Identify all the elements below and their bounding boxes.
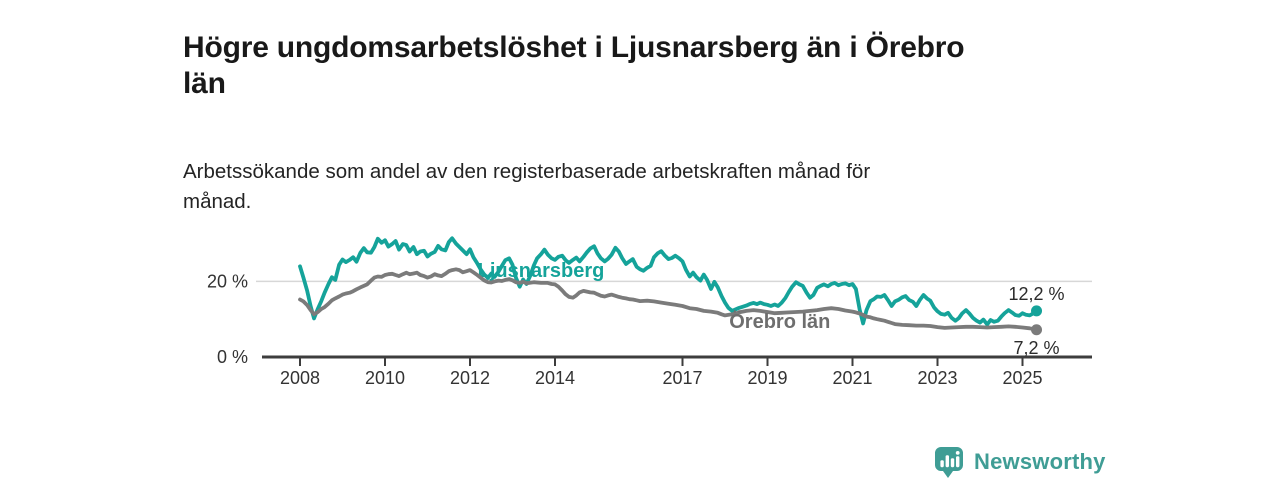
y-tick-label-0: 0 % — [217, 347, 248, 367]
series-label-ljusnarsberg: Ljusnarsberg — [478, 260, 605, 282]
line--rebro-l-n — [298, 267, 1039, 332]
page-subtitle-line2: månad. — [183, 189, 252, 213]
x-tick-label-2014: 2014 — [535, 368, 575, 388]
line-ljusnarsberg — [298, 236, 1039, 327]
x-tick-label-2023: 2023 — [917, 368, 957, 388]
end-value-label-ljusnarsberg: 12,2 % — [1009, 284, 1065, 304]
x-tick-label-2021: 2021 — [832, 368, 872, 388]
series-label--rebro-l-n: Örebro län — [729, 310, 830, 333]
end-dot-ljusnarsberg — [1031, 305, 1043, 317]
page-title: Högre ungdomsarbetslöshet i Ljusnarsberg… — [183, 30, 1083, 102]
x-tick-label-2010: 2010 — [365, 368, 405, 388]
x-tick-label-2012: 2012 — [450, 368, 490, 388]
logo-text: Newsworthy — [974, 449, 1106, 474]
x-tick-label-2008: 2008 — [280, 368, 320, 388]
end-dot--rebro-l-n — [1031, 324, 1043, 336]
bar-chart-speech-bubble-icon — [935, 446, 963, 478]
page-title-line2: län — [183, 67, 226, 101]
page-subtitle-line1: Arbetssökande som andel av den registerb… — [183, 159, 871, 183]
y-tick-label-20: 20 % — [207, 271, 248, 291]
end-value-label--rebro-l-n: 7,2 % — [1014, 338, 1060, 358]
page-title-line1: Högre ungdomsarbetslöshet i Ljusnarsberg… — [183, 31, 965, 65]
x-tick-label-2025: 2025 — [1002, 368, 1042, 388]
x-tick-label-2019: 2019 — [747, 368, 787, 388]
newsworthy-logo: Newsworthy — [933, 446, 1106, 478]
page-subtitle: Arbetssökande som andel av den registerb… — [183, 157, 1083, 217]
x-tick-label-2017: 2017 — [662, 368, 702, 388]
